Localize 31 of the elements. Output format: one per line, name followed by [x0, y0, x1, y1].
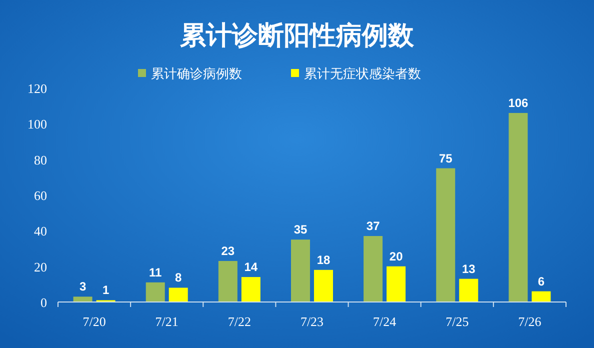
data-label: 35: [294, 222, 308, 237]
x-tick-label: 7/22: [228, 314, 251, 329]
x-tick-label: 7/25: [446, 314, 469, 329]
data-label: 11: [149, 265, 162, 280]
data-label: 3: [79, 280, 86, 294]
x-tick-label: 7/26: [518, 314, 542, 329]
legend-label: 累计确诊病例数: [151, 67, 242, 82]
data-label: 18: [316, 252, 330, 267]
data-label: 8: [175, 270, 182, 285]
legend-label: 累计无症状感染者数: [304, 67, 421, 82]
data-label: 75: [438, 151, 453, 166]
y-tick-label: 80: [34, 152, 47, 168]
x-tick-label: 7/21: [155, 314, 178, 329]
y-tick-label: 40: [34, 224, 47, 239]
y-tick-label: 0: [40, 295, 47, 310]
x-tick-label: 7/20: [82, 314, 106, 329]
x-tick-label: 7/24: [373, 314, 397, 329]
data-label: 106: [508, 96, 529, 110]
data-label: 37: [366, 219, 380, 234]
data-label: 23: [221, 244, 235, 258]
y-tick-label: 120: [28, 81, 47, 96]
data-label: 6: [538, 274, 545, 288]
data-label: 13: [462, 262, 476, 276]
chart-title: 累计诊断阳性病例数: [179, 21, 415, 51]
y-tick-label: 20: [34, 259, 47, 274]
y-tick-label: 60: [34, 188, 47, 203]
data-label: 20: [389, 249, 404, 264]
data-label: 14: [244, 260, 258, 274]
x-tick-label: 7/23: [300, 314, 324, 329]
data-label: 1: [102, 283, 110, 298]
y-tick-label: 100: [28, 116, 47, 132]
